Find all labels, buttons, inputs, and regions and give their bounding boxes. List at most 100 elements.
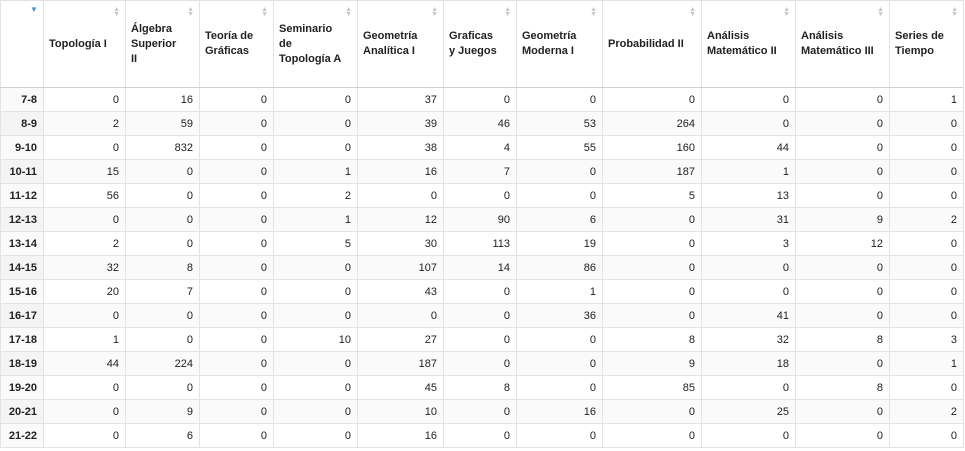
table-cell: 0	[125, 207, 200, 232]
table-cell: 0	[889, 423, 964, 448]
sort-arrows-icon[interactable]: ▲ ▼	[345, 6, 352, 18]
column-header-label: Análisis Matemático II	[707, 30, 777, 57]
row-label: 18-19	[0, 351, 44, 376]
table-cell: 187	[602, 159, 702, 184]
column-header-label: Álgebra Superior II	[131, 22, 177, 65]
table-cell: 9	[125, 399, 200, 424]
table-cell: 8	[443, 375, 517, 400]
sort-desc-icon[interactable]: ▼	[30, 5, 38, 14]
column-header[interactable]: Geometría Moderna I ▲ ▼	[516, 0, 603, 88]
table-cell: 36	[516, 303, 603, 328]
column-header[interactable]: Teoría de Gráficas ▲ ▼	[199, 0, 274, 88]
table-cell: 12	[357, 207, 444, 232]
table-cell: 7	[443, 159, 517, 184]
table-cell: 1	[889, 351, 964, 376]
table-cell: 16	[357, 423, 444, 448]
column-header[interactable]: Álgebra Superior II ▲ ▼	[125, 0, 200, 88]
table-cell: 0	[199, 279, 274, 304]
table-cell: 14	[443, 255, 517, 280]
table-cell: 43	[357, 279, 444, 304]
table-cell: 0	[602, 423, 702, 448]
table-cell: 2	[43, 231, 126, 256]
sort-arrows-icon[interactable]: ▲ ▼	[951, 6, 958, 18]
table-cell: 32	[43, 255, 126, 280]
column-header-label: Probabilidad II	[608, 37, 684, 50]
table-cell: 8	[125, 255, 200, 280]
column-header[interactable]: Análisis Matemático II ▲ ▼	[701, 0, 796, 88]
column-header[interactable]: Análisis Matemático III ▲ ▼	[795, 0, 890, 88]
table-cell: 0	[889, 375, 964, 400]
table-cell: 16	[125, 87, 200, 112]
table-cell: 0	[516, 159, 603, 184]
table-cell: 0	[43, 423, 126, 448]
table-cell: 0	[199, 399, 274, 424]
table-cell: 0	[443, 87, 517, 112]
column-header[interactable]: Topología I ▲ ▼	[43, 0, 126, 88]
table-cell: 0	[602, 255, 702, 280]
table-cell: 0	[889, 255, 964, 280]
table-cell: 0	[516, 183, 603, 208]
column-header-label: Geometría Moderna I	[522, 30, 577, 57]
table-cell: 0	[701, 87, 796, 112]
table-cell: 0	[889, 303, 964, 328]
table-cell: 0	[701, 279, 796, 304]
table-cell: 0	[199, 423, 274, 448]
column-header[interactable]: Probabilidad II ▲ ▼	[602, 0, 702, 88]
table-cell: 10	[273, 327, 358, 352]
table-cell: 0	[516, 423, 603, 448]
table-cell: 0	[199, 207, 274, 232]
table-cell: 0	[273, 303, 358, 328]
table-cell: 25	[701, 399, 796, 424]
table-cell: 0	[795, 303, 890, 328]
table-cell: 0	[443, 423, 517, 448]
table-cell: 0	[273, 351, 358, 376]
table-cell: 0	[273, 399, 358, 424]
table-row: 20-21 0 9 0 0 10 0 16 0 25 0 2	[0, 399, 964, 424]
column-header-label: Series de Tiempo	[895, 30, 944, 57]
table-cell: 0	[795, 399, 890, 424]
table-cell: 107	[357, 255, 444, 280]
table-row: 16-17 0 0 0 0 0 0 36 0 41 0 0	[0, 303, 964, 328]
table-cell: 5	[602, 183, 702, 208]
table-cell: 0	[199, 351, 274, 376]
table-cell: 0	[443, 399, 517, 424]
row-label: 11-12	[0, 183, 44, 208]
sort-arrows-icon[interactable]: ▲ ▼	[504, 6, 511, 18]
row-name-header[interactable]: ▼	[0, 0, 44, 88]
table-cell: 0	[889, 183, 964, 208]
column-header[interactable]: Geometría Analítica I ▲ ▼	[357, 0, 444, 88]
table-cell: 0	[199, 135, 274, 160]
table-cell: 0	[199, 159, 274, 184]
sort-arrows-icon[interactable]: ▲ ▼	[187, 6, 194, 18]
sort-arrows-icon[interactable]: ▲ ▼	[113, 6, 120, 18]
table-cell: 0	[273, 135, 358, 160]
row-label: 17-18	[0, 327, 44, 352]
column-header[interactable]: Graficas y Juegos ▲ ▼	[443, 0, 517, 88]
column-header[interactable]: Series de Tiempo ▲ ▼	[889, 0, 964, 88]
table-cell: 44	[701, 135, 796, 160]
table-cell: 0	[273, 111, 358, 136]
sort-arrows-icon[interactable]: ▲ ▼	[783, 6, 790, 18]
table-cell: 0	[602, 87, 702, 112]
table-cell: 0	[199, 111, 274, 136]
sort-arrows-icon[interactable]: ▲ ▼	[431, 6, 438, 18]
table-cell: 59	[125, 111, 200, 136]
table-cell: 160	[602, 135, 702, 160]
sort-arrows-icon[interactable]: ▲ ▼	[877, 6, 884, 18]
table-cell: 3	[701, 231, 796, 256]
table-cell: 0	[889, 111, 964, 136]
table-cell: 0	[199, 303, 274, 328]
table-cell: 0	[43, 87, 126, 112]
sort-arrows-icon[interactable]: ▲ ▼	[261, 6, 268, 18]
table-cell: 0	[602, 279, 702, 304]
table-cell: 224	[125, 351, 200, 376]
sort-arrows-icon[interactable]: ▲ ▼	[689, 6, 696, 18]
column-header[interactable]: Seminario de Topología A ▲ ▼	[273, 0, 358, 88]
table-cell: 0	[701, 375, 796, 400]
sort-arrows-icon[interactable]: ▲ ▼	[590, 6, 597, 18]
row-label: 8-9	[0, 111, 44, 136]
table-cell: 264	[602, 111, 702, 136]
table-cell: 0	[125, 159, 200, 184]
table-cell: 0	[43, 207, 126, 232]
